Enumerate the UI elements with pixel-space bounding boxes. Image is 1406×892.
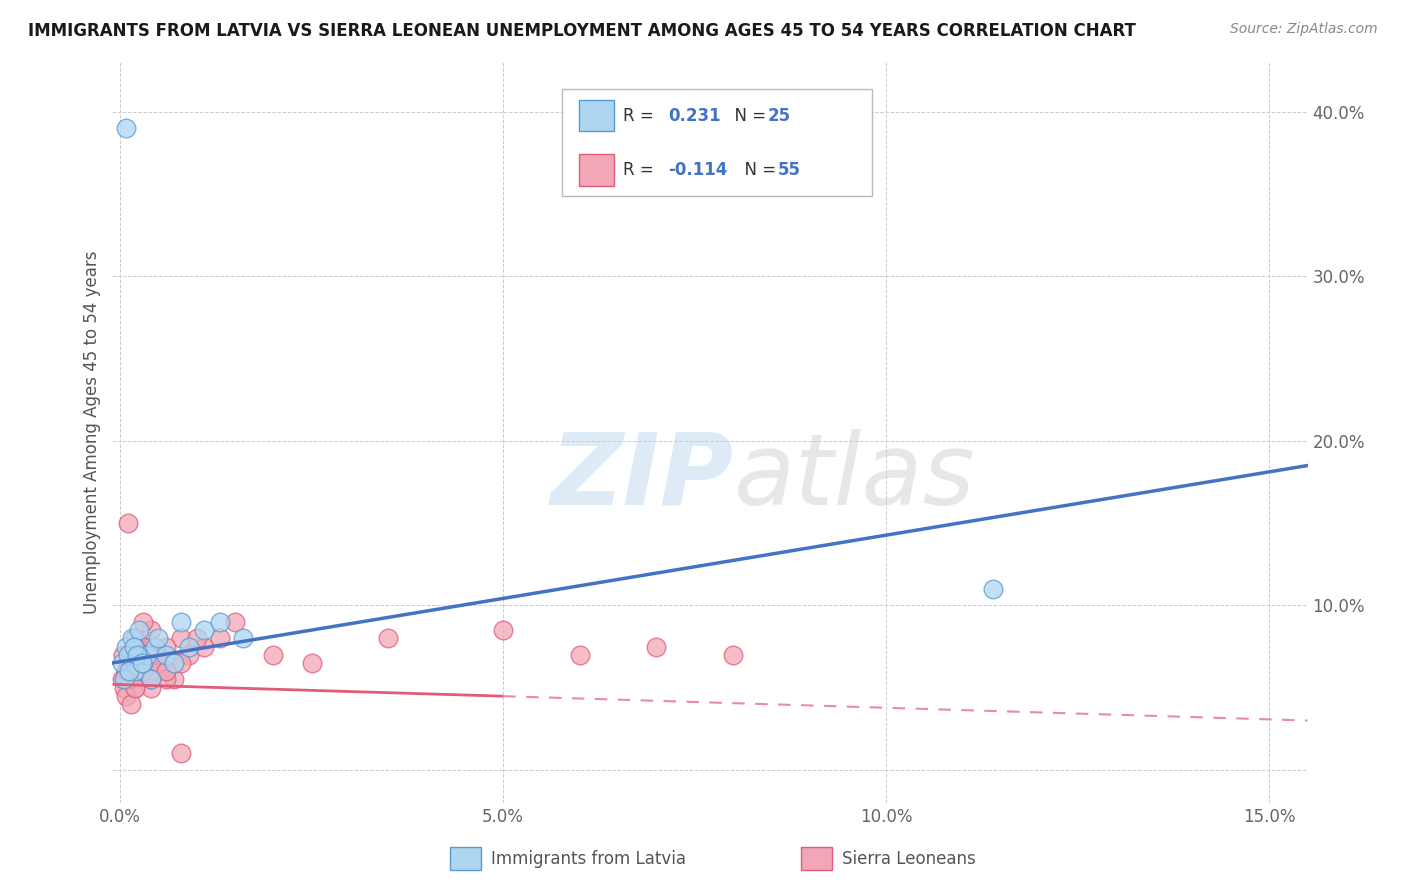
Point [120, 697, 142, 711]
Point [139, 623, 162, 637]
Text: 25: 25 [768, 106, 790, 125]
Point [568, 648, 591, 662]
Point [193, 623, 215, 637]
Point [645, 640, 668, 654]
Text: Sierra Leoneans: Sierra Leoneans [842, 849, 976, 868]
Point [111, 673, 134, 687]
Point [143, 640, 166, 654]
Point [132, 656, 155, 670]
Text: ZIP: ZIP [551, 428, 734, 525]
Text: 55: 55 [778, 161, 800, 179]
Point [186, 632, 208, 646]
Point [115, 640, 138, 654]
Point [155, 664, 177, 678]
Point [114, 673, 136, 687]
Point [132, 615, 155, 629]
Point [114, 121, 136, 136]
Point [121, 656, 143, 670]
Point [170, 656, 193, 670]
Point [131, 664, 153, 678]
Text: R =: R = [623, 161, 659, 179]
Point [170, 632, 193, 646]
Point [128, 623, 150, 637]
Point [125, 640, 148, 654]
Point [139, 681, 162, 695]
Point [163, 656, 186, 670]
Point [136, 648, 159, 662]
Point [148, 648, 170, 662]
Point [139, 673, 162, 687]
Text: Source: ZipAtlas.com: Source: ZipAtlas.com [1230, 22, 1378, 37]
Point [132, 664, 155, 678]
Point [117, 516, 139, 530]
Point [148, 656, 170, 670]
Point [117, 656, 139, 670]
Point [121, 648, 143, 662]
Point [163, 673, 186, 687]
Point [983, 582, 1005, 596]
Point [121, 632, 143, 646]
Point [177, 640, 200, 654]
Point [492, 623, 515, 637]
Point [122, 656, 145, 670]
Point [111, 656, 134, 670]
Point [721, 648, 744, 662]
Point [131, 656, 153, 670]
Text: 0.231: 0.231 [668, 106, 720, 125]
Point [170, 747, 193, 761]
Point [117, 648, 139, 662]
Text: Immigrants from Latvia: Immigrants from Latvia [491, 849, 686, 868]
Text: R =: R = [623, 106, 659, 125]
Point [124, 681, 146, 695]
Point [124, 681, 146, 695]
Y-axis label: Unemployment Among Ages 45 to 54 years: Unemployment Among Ages 45 to 54 years [83, 251, 101, 615]
Point [301, 656, 323, 670]
Point [124, 632, 146, 646]
Point [208, 615, 231, 629]
Point [115, 664, 138, 678]
Point [118, 673, 141, 687]
Point [132, 640, 155, 654]
Point [155, 664, 177, 678]
Point [170, 615, 193, 629]
Point [115, 664, 138, 678]
Point [122, 640, 145, 654]
Point [132, 648, 155, 662]
Point [112, 681, 135, 695]
Point [139, 673, 162, 687]
Point [124, 640, 146, 654]
Text: -0.114: -0.114 [668, 161, 727, 179]
Point [128, 640, 150, 654]
Point [148, 656, 170, 670]
Point [124, 664, 146, 678]
Point [125, 648, 148, 662]
Point [377, 632, 399, 646]
Point [143, 648, 166, 662]
Point [136, 656, 159, 670]
Point [112, 673, 135, 687]
Point [139, 648, 162, 662]
Point [155, 648, 177, 662]
Point [177, 648, 200, 662]
Point [112, 648, 135, 662]
Point [148, 632, 170, 646]
Point [224, 615, 246, 629]
Point [232, 632, 254, 646]
Point [155, 640, 177, 654]
Point [262, 648, 284, 662]
Point [155, 673, 177, 687]
Text: IMMIGRANTS FROM LATVIA VS SIERRA LEONEAN UNEMPLOYMENT AMONG AGES 45 TO 54 YEARS : IMMIGRANTS FROM LATVIA VS SIERRA LEONEAN… [28, 22, 1136, 40]
Text: N =: N = [724, 106, 772, 125]
Point [118, 664, 141, 678]
Point [114, 689, 136, 703]
Point [208, 632, 231, 646]
Text: N =: N = [734, 161, 782, 179]
Point [193, 640, 215, 654]
Text: atlas: atlas [734, 428, 976, 525]
Point [163, 656, 186, 670]
